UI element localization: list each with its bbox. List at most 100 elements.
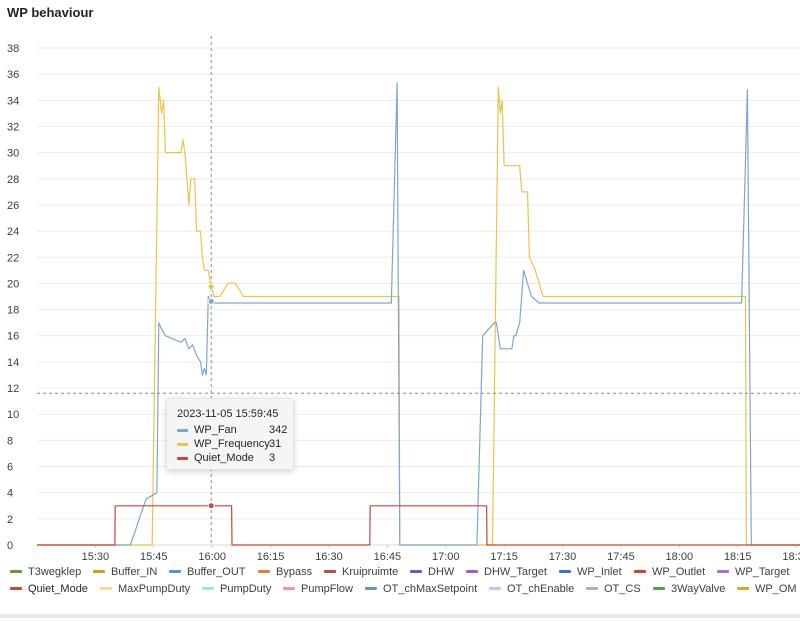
- y-tick-label: 20: [7, 278, 19, 290]
- legend-swatch: [653, 586, 665, 590]
- legend-swatch: [489, 586, 501, 590]
- legend-item-dhw-target[interactable]: DHW_Target: [466, 566, 547, 578]
- y-tick-label: 14: [7, 357, 19, 369]
- series-line-wp-frequency: [37, 86, 800, 546]
- legend-item-ot-chmaxsetpoint[interactable]: OT_chMaxSetpoint: [365, 583, 477, 595]
- x-tick-label: 15:45: [140, 551, 168, 563]
- y-tick-label: 18: [7, 305, 19, 317]
- legend-item-ot-chenable[interactable]: OT_chEnable: [489, 583, 574, 595]
- legend-item-quiet-mode[interactable]: Quiet_Mode: [10, 583, 88, 595]
- y-tick-label: 0: [7, 540, 13, 552]
- legend-label: WP_Outlet: [652, 566, 706, 578]
- y-tick-label: 4: [7, 488, 13, 500]
- legend-label: OT_chEnable: [507, 583, 575, 595]
- legend-item-3wayvalve[interactable]: 3WayValve: [653, 583, 725, 595]
- legend-label: DHW_Target: [484, 566, 547, 578]
- x-tick-label: 16:00: [198, 551, 226, 563]
- horizontal-scrollbar[interactable]: [0, 614, 800, 618]
- legend-swatch: [559, 569, 571, 573]
- x-tick-label: 18:00: [666, 551, 694, 563]
- y-tick-label: 10: [7, 409, 19, 421]
- legend-item-dhw[interactable]: DHW: [410, 566, 454, 578]
- x-tick-label: 16:15: [257, 551, 285, 563]
- legend-swatch: [169, 569, 181, 573]
- tooltip-series-name: WP_Fan: [194, 424, 237, 436]
- tooltip-row-quiet: Quiet_Mode 3: [177, 452, 291, 465]
- y-tick-label: 8: [7, 435, 13, 447]
- x-tick-label: 16:30: [315, 551, 343, 563]
- x-tick-label: 17:30: [549, 551, 577, 563]
- y-tick-label: 32: [7, 121, 19, 133]
- legend-item-buffer-in[interactable]: Buffer_IN: [93, 566, 157, 578]
- y-tick-label: 28: [7, 174, 19, 186]
- legend-swatch: [10, 586, 22, 590]
- legend-label: Kruipruimte: [342, 566, 399, 578]
- tooltip-series-value: 342: [269, 424, 288, 436]
- legend-label: OT_chMaxSetpoint: [383, 583, 478, 595]
- hover-point: [207, 502, 215, 510]
- y-tick-label: 26: [7, 200, 19, 212]
- legend-item-buffer-out[interactable]: Buffer_OUT: [169, 566, 246, 578]
- hover-point: [207, 283, 215, 291]
- legend-item-bypass[interactable]: Bypass: [258, 566, 312, 578]
- legend-label: WP_Target: [735, 566, 790, 578]
- x-tick-label: 17:15: [490, 551, 518, 563]
- legend-swatch: [10, 569, 22, 573]
- tooltip-series-value: 31: [269, 438, 282, 450]
- legend-label: Buffer_IN: [111, 566, 158, 578]
- y-tick-label: 24: [7, 226, 19, 238]
- legend-item-kruipruimte[interactable]: Kruipruimte: [324, 566, 398, 578]
- legend-label: WP_OM: [755, 583, 797, 595]
- legend-item-wp-om[interactable]: WP_OM: [737, 583, 797, 595]
- legend-label: T3wegklep: [28, 566, 82, 578]
- legend-swatch: [93, 569, 105, 573]
- legend-item-maxpumpduty[interactable]: MaxPumpDuty: [100, 583, 190, 595]
- y-tick-label: 38: [7, 43, 19, 55]
- legend-swatch: [258, 569, 270, 573]
- legend-swatch: [466, 569, 478, 573]
- legend-swatch: [365, 586, 377, 590]
- legend-item-wp-outlet[interactable]: WP_Outlet: [634, 566, 705, 578]
- legend-swatch: [586, 586, 598, 590]
- y-tick-label: 30: [7, 148, 19, 160]
- x-tick-label: 17:00: [432, 551, 460, 563]
- y-tick-label: 2: [7, 514, 13, 526]
- y-tick-label: 36: [7, 69, 19, 81]
- x-tick-label: 18:15: [724, 551, 752, 563]
- x-tick-label: 17:45: [607, 551, 635, 563]
- tooltip-swatch-frequency: [177, 443, 188, 446]
- legend-swatch: [202, 586, 214, 590]
- legend-label: PumpFlow: [301, 583, 353, 595]
- y-tick-label: 6: [7, 462, 13, 474]
- legend-label: Bypass: [276, 566, 313, 578]
- legend-swatch: [717, 569, 729, 573]
- x-tick-label: 16:45: [374, 551, 402, 563]
- tooltip-swatch-quiet: [177, 457, 188, 460]
- legend-item-pumpduty[interactable]: PumpDuty: [202, 583, 271, 595]
- x-tick-label: 18:30: [782, 551, 800, 563]
- legend-item-t3wegklep[interactable]: T3wegklep: [10, 566, 81, 578]
- y-tick-label: 34: [7, 95, 19, 107]
- legend-item-pumpflow[interactable]: PumpFlow: [283, 583, 353, 595]
- legend-label: PumpDuty: [220, 583, 272, 595]
- y-tick-label: 22: [7, 252, 19, 264]
- legend-swatch: [324, 569, 336, 573]
- tooltip-time: 2023-11-05 15:59:45: [177, 408, 279, 420]
- legend-label: DHW: [428, 566, 455, 578]
- tooltip-swatch-fan: [177, 429, 188, 432]
- legend-label: WP_Inlet: [577, 566, 622, 578]
- legend-swatch: [737, 586, 749, 590]
- panel-title: WP behaviour: [7, 5, 94, 20]
- chart-svg[interactable]: 0246810121416182022242628303234363815:30…: [0, 0, 800, 566]
- hover-tooltip: 2023-11-05 15:59:45 WP_Fan 342 WP_Freque…: [166, 398, 294, 470]
- legend-label: MaxPumpDuty: [118, 583, 191, 595]
- legend-swatch: [100, 586, 112, 590]
- legend-item-ot-cs[interactable]: OT_CS: [586, 583, 641, 595]
- y-tick-label: 12: [7, 383, 19, 395]
- legend-item-wp-target[interactable]: WP_Target: [717, 566, 789, 578]
- legend-item-wp-inlet[interactable]: WP_Inlet: [559, 566, 622, 578]
- legend-swatch: [410, 569, 422, 573]
- legend-label: 3WayValve: [671, 583, 726, 595]
- legend-label: Buffer_OUT: [187, 566, 246, 578]
